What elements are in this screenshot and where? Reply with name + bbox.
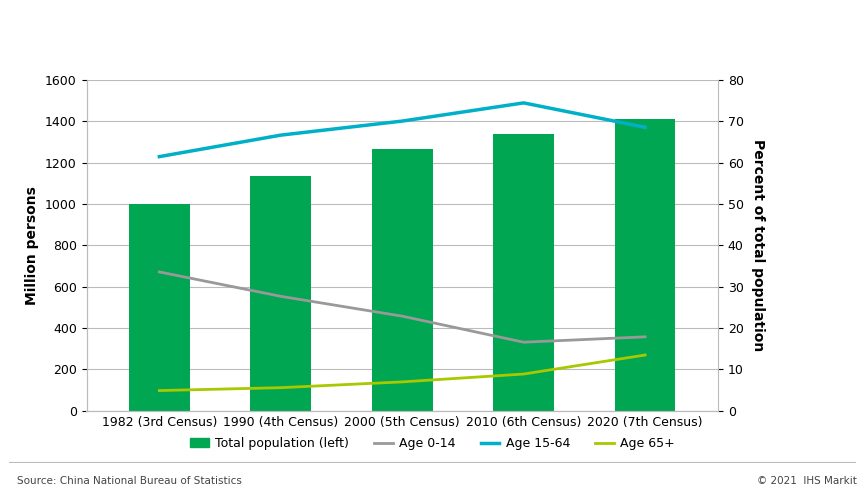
Text: © 2021  IHS Markit: © 2021 IHS Markit xyxy=(757,476,856,486)
Age 15-64 xyxy=(518,100,529,106)
Age 65+ xyxy=(518,371,529,377)
Age 0-14 xyxy=(397,313,407,319)
Age 0-14 xyxy=(154,269,164,275)
Age 65+ xyxy=(154,388,164,394)
Bar xyxy=(372,149,432,411)
Bar xyxy=(251,176,311,411)
Line: Age 0-14: Age 0-14 xyxy=(159,272,645,342)
Age 15-64 xyxy=(154,154,164,160)
Age 15-64 xyxy=(276,132,286,138)
Age 0-14 xyxy=(518,339,529,345)
Y-axis label: Million persons: Million persons xyxy=(25,186,39,305)
Bar xyxy=(493,134,554,411)
Text: Source: China National Bureau of Statistics: Source: China National Bureau of Statist… xyxy=(17,476,242,486)
Legend: Total population (left), Age 0-14, Age 15-64, Age 65+: Total population (left), Age 0-14, Age 1… xyxy=(185,432,680,455)
Age 15-64 xyxy=(640,124,650,130)
Bar xyxy=(615,119,676,411)
Bar xyxy=(129,203,189,411)
Age 15-64 xyxy=(397,118,407,124)
Age 0-14 xyxy=(276,293,286,299)
Y-axis label: Percent of total population: Percent of total population xyxy=(751,139,765,352)
Age 65+ xyxy=(640,352,650,358)
Line: Age 65+: Age 65+ xyxy=(159,355,645,391)
Age 65+ xyxy=(397,379,407,385)
Text: China population census comparison: China population census comparison xyxy=(13,27,384,45)
Age 65+ xyxy=(276,385,286,391)
Age 0-14 xyxy=(640,334,650,340)
Line: Age 15-64: Age 15-64 xyxy=(159,103,645,157)
